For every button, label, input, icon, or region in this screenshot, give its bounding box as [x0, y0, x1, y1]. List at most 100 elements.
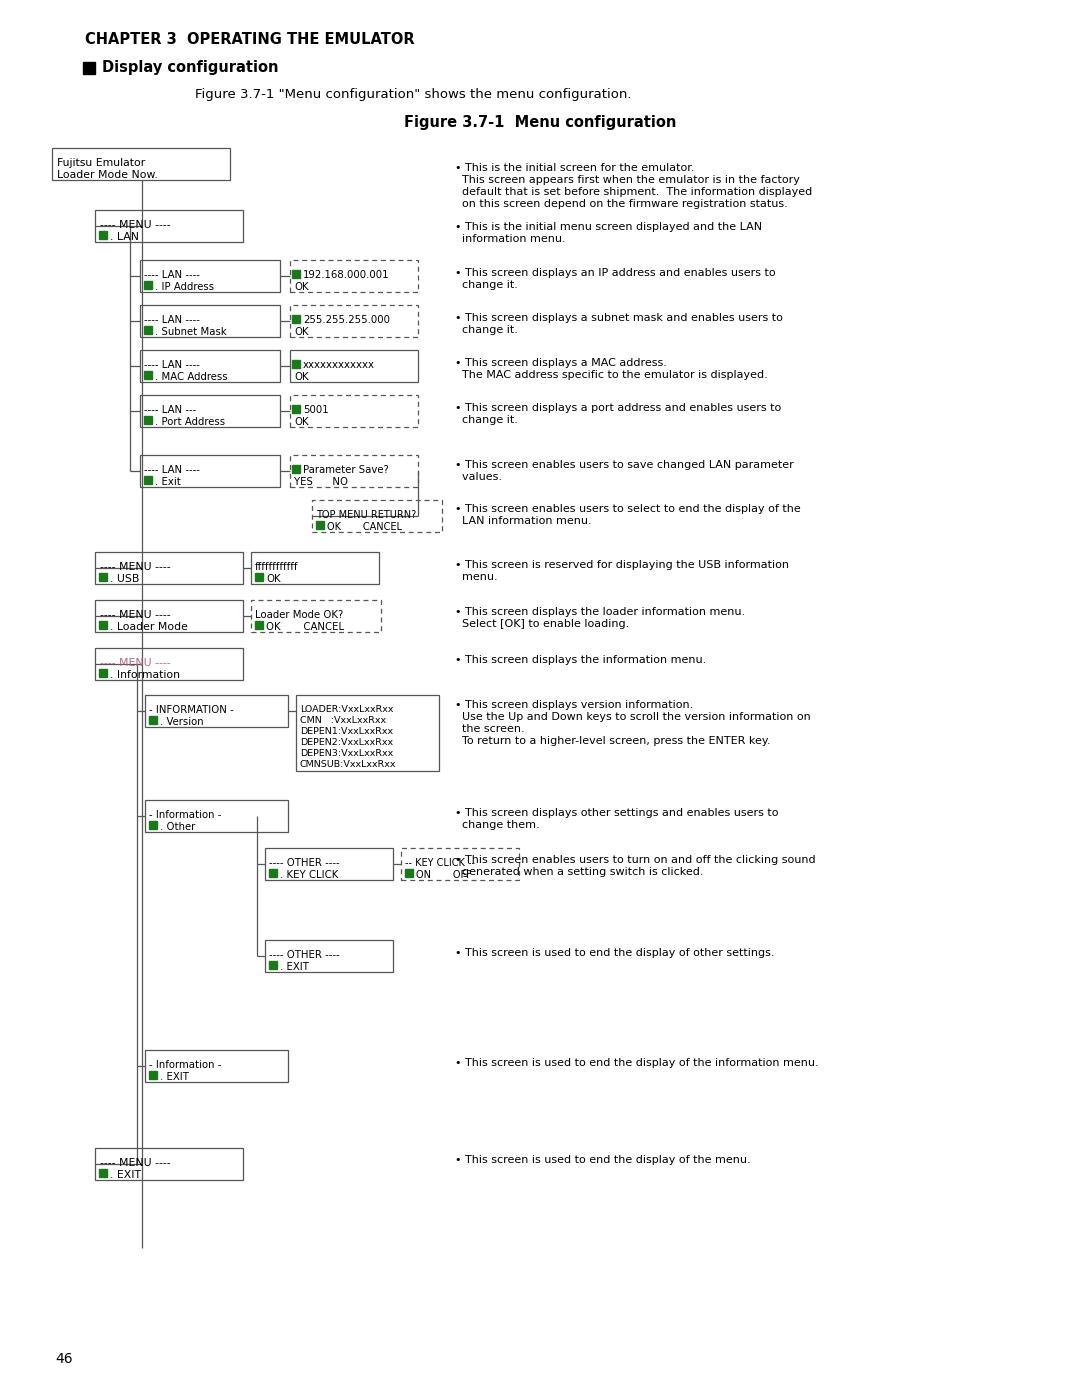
Bar [140, 455, 280, 488]
Text: values.: values. [455, 472, 502, 482]
Text: CHAPTER 3  OPERATING THE EMULATOR: CHAPTER 3 OPERATING THE EMULATOR [85, 32, 415, 47]
Bar [255, 622, 264, 629]
Bar [269, 869, 276, 877]
Bar [52, 148, 230, 180]
Text: -- KEY CLICK --: -- KEY CLICK -- [405, 858, 475, 868]
Text: ---- MENU ----: ---- MENU ---- [100, 219, 171, 231]
Bar [291, 395, 418, 427]
Text: ---- MENU ----: ---- MENU ---- [100, 562, 171, 571]
Text: OK: OK [294, 416, 309, 427]
Text: CMNSUB:VxxLxxRxx: CMNSUB:VxxLxxRxx [300, 760, 396, 768]
Bar [251, 552, 379, 584]
Text: . Loader Mode: . Loader Mode [110, 622, 188, 631]
Text: . Version: . Version [160, 717, 204, 726]
Text: • This screen enables users to turn on and off the clicking sound: • This screen enables users to turn on a… [455, 855, 815, 865]
Bar [292, 314, 300, 323]
Text: OK: OK [294, 327, 309, 337]
Bar [95, 599, 243, 631]
Bar [292, 270, 300, 278]
Bar [144, 372, 152, 379]
Bar [149, 821, 157, 828]
Text: Parameter Save?: Parameter Save? [303, 465, 389, 475]
Text: • This screen is reserved for displaying the USB information: • This screen is reserved for displaying… [455, 560, 789, 570]
Text: ---- OTHER ----: ---- OTHER ---- [269, 858, 339, 868]
Text: Display configuration: Display configuration [102, 60, 279, 75]
Text: DEPEN1:VxxLxxRxx: DEPEN1:VxxLxxRxx [300, 726, 393, 736]
Bar [99, 622, 107, 629]
Text: Loader Mode OK?: Loader Mode OK? [255, 610, 343, 620]
Text: OK: OK [294, 282, 309, 292]
Text: change it.: change it. [455, 415, 518, 425]
Text: OK: OK [294, 372, 309, 381]
Text: OK       CANCEL: OK CANCEL [266, 622, 345, 631]
Text: . EXIT: . EXIT [110, 1171, 141, 1180]
Bar [296, 694, 438, 771]
Bar [99, 1169, 107, 1178]
Bar [405, 869, 413, 877]
Text: • This screen displays the information menu.: • This screen displays the information m… [455, 655, 706, 665]
Text: 255.255.255.000: 255.255.255.000 [303, 314, 390, 326]
Text: ---- LAN ----: ---- LAN ---- [144, 465, 200, 475]
Bar [312, 500, 442, 532]
Text: xxxxxxxxxxxx: xxxxxxxxxxxx [303, 360, 375, 370]
Text: • This screen is used to end the display of the information menu.: • This screen is used to end the display… [455, 1058, 819, 1067]
Text: ---- OTHER ----: ---- OTHER ---- [269, 950, 339, 960]
Text: • This screen displays a subnet mask and enables users to: • This screen displays a subnet mask and… [455, 313, 783, 323]
Text: change it.: change it. [455, 279, 518, 291]
Text: ---- MENU ----: ---- MENU ---- [100, 658, 171, 668]
Text: ---- LAN ----: ---- LAN ---- [144, 270, 200, 279]
Text: 46: 46 [55, 1352, 72, 1366]
Text: ---- LAN ----: ---- LAN ---- [144, 314, 200, 326]
Bar [265, 940, 393, 972]
Text: - Information -: - Information - [149, 810, 221, 820]
Text: . Other: . Other [160, 821, 195, 833]
Text: . LAN: . LAN [110, 232, 139, 242]
Bar [145, 1051, 288, 1083]
Bar [99, 669, 107, 678]
Text: This screen appears first when the emulator is in the factory: This screen appears first when the emula… [455, 175, 800, 184]
Text: default that is set before shipment.  The information displayed: default that is set before shipment. The… [455, 187, 812, 197]
Text: . MAC Address: . MAC Address [156, 372, 228, 381]
Bar [291, 305, 418, 337]
Bar [95, 552, 243, 584]
Bar [140, 351, 280, 381]
Text: Loader Mode Now.: Loader Mode Now. [57, 170, 158, 180]
Bar [99, 573, 107, 581]
Text: Select [OK] to enable loading.: Select [OK] to enable loading. [455, 619, 630, 629]
Bar [95, 1148, 243, 1180]
Bar [149, 717, 157, 724]
Text: YES      NO: YES NO [294, 476, 348, 488]
Text: • This screen displays version information.: • This screen displays version informati… [455, 700, 693, 710]
Text: . IP Address: . IP Address [156, 282, 214, 292]
Bar [255, 573, 264, 581]
Bar [145, 694, 288, 726]
Text: ---- LAN ---: ---- LAN --- [144, 405, 197, 415]
Text: • This screen displays an IP address and enables users to: • This screen displays an IP address and… [455, 268, 775, 278]
Text: Figure 3.7-1 "Menu configuration" shows the menu configuration.: Figure 3.7-1 "Menu configuration" shows … [195, 88, 632, 101]
Bar [291, 455, 418, 488]
Text: • This is the initial menu screen displayed and the LAN: • This is the initial menu screen displa… [455, 222, 762, 232]
Text: ---- LAN ----: ---- LAN ---- [144, 360, 200, 370]
Text: Figure 3.7-1  Menu configuration: Figure 3.7-1 Menu configuration [404, 115, 676, 130]
Bar [251, 599, 381, 631]
Text: The MAC address specific to the emulator is displayed.: The MAC address specific to the emulator… [455, 370, 768, 380]
Text: To return to a higher-level screen, press the ENTER key.: To return to a higher-level screen, pres… [455, 736, 770, 746]
Text: menu.: menu. [455, 571, 498, 583]
Bar [144, 326, 152, 334]
Text: • This screen displays a MAC address.: • This screen displays a MAC address. [455, 358, 666, 367]
Bar [145, 800, 288, 833]
Text: OK: OK [266, 574, 281, 584]
Text: information menu.: information menu. [455, 235, 566, 244]
Text: • This screen enables users to save changed LAN parameter: • This screen enables users to save chan… [455, 460, 794, 469]
Text: on this screen depend on the firmware registration status.: on this screen depend on the firmware re… [455, 198, 787, 210]
Text: the screen.: the screen. [455, 724, 525, 733]
Text: Use the Up and Down keys to scroll the version information on: Use the Up and Down keys to scroll the v… [455, 712, 811, 722]
Bar [140, 260, 280, 292]
Text: • This screen displays the loader information menu.: • This screen displays the loader inform… [455, 608, 745, 617]
Bar [144, 476, 152, 483]
Text: . Port Address: . Port Address [156, 416, 225, 427]
Text: • This screen displays a port address and enables users to: • This screen displays a port address an… [455, 402, 781, 414]
Text: ffffffffffff: ffffffffffff [255, 562, 298, 571]
Text: CMN   :VxxLxxRxx: CMN :VxxLxxRxx [300, 717, 387, 725]
Text: DEPEN2:VxxLxxRxx: DEPEN2:VxxLxxRxx [300, 738, 393, 747]
